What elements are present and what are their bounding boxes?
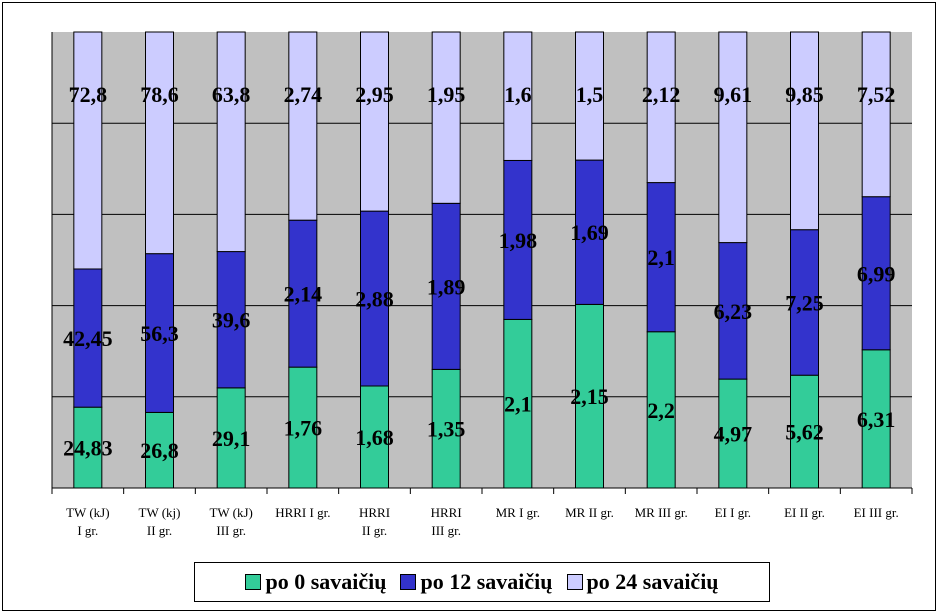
bar-segment — [718, 378, 748, 489]
legend-item-series-2: po 24 savaičių — [566, 569, 719, 595]
data-label: 2,1 — [647, 245, 675, 270]
legend-label-series-0: po 0 savaičių — [265, 569, 387, 594]
x-tick-label: II gr. — [362, 523, 387, 538]
bar-segment — [431, 368, 461, 489]
plot-area — [52, 32, 912, 488]
x-tick-label: EI I gr. — [715, 505, 751, 520]
x-tick-label: HRRI — [359, 505, 390, 520]
bar-segment — [145, 411, 174, 489]
bar-segment — [145, 31, 174, 255]
bar-segment — [575, 31, 604, 161]
legend-swatch-series-1 — [400, 574, 417, 590]
bar-segment — [790, 229, 819, 376]
bar-segment — [288, 219, 318, 368]
x-tick-label: TW (kJ) — [209, 505, 252, 520]
bar-segment — [503, 31, 533, 161]
data-label: 9,61 — [714, 82, 753, 107]
data-label: 2,14 — [284, 282, 323, 307]
data-label: 1,5 — [576, 82, 604, 107]
bar-segment — [216, 251, 246, 389]
bar-segment — [360, 210, 389, 387]
x-tick-label: HRRI — [431, 505, 462, 520]
bar-segment — [216, 387, 246, 489]
data-label: 1,69 — [570, 220, 609, 245]
data-label: 6,23 — [714, 299, 753, 324]
legend-label-series-2: po 24 savaičių — [586, 569, 719, 594]
legend: po 0 savaičių po 12 savaičių po 24 savai… — [194, 562, 770, 602]
x-tick-label: II gr. — [147, 523, 172, 538]
x-tick-label: MR II gr. — [565, 505, 614, 520]
data-label: 2,88 — [355, 287, 394, 312]
legend-item-series-1: po 12 savaičių — [400, 569, 553, 595]
bar-segment — [575, 303, 604, 489]
x-tick-label: MR III gr. — [635, 505, 688, 520]
data-label: 56,3 — [140, 321, 179, 346]
data-label: 42,45 — [63, 326, 113, 351]
x-tick-label: I gr. — [77, 523, 98, 538]
x-tick-label: EI II gr. — [784, 505, 825, 520]
data-label: 2,12 — [642, 82, 681, 107]
data-label: 1,89 — [427, 274, 466, 299]
data-label: 2,15 — [570, 384, 609, 409]
data-label: 26,8 — [140, 438, 179, 463]
data-label: 2,2 — [647, 398, 675, 423]
bar-segment — [861, 196, 891, 351]
data-label: 1,35 — [427, 417, 466, 442]
bar-segment — [431, 202, 461, 370]
data-label: 1,98 — [499, 228, 538, 253]
data-label: 29,1 — [212, 426, 251, 451]
x-tick-label: MR I gr. — [496, 505, 540, 520]
data-label: 78,6 — [140, 82, 179, 107]
legend-swatch-series-2 — [566, 574, 583, 590]
bar-segment — [718, 31, 748, 244]
bar-segment — [73, 31, 103, 270]
bar-segment — [861, 31, 891, 198]
data-label: 1,68 — [355, 425, 394, 450]
bar-segment — [288, 31, 318, 221]
data-label: 1,95 — [427, 82, 466, 107]
x-tick-label: TW (kJ) — [66, 505, 109, 520]
bar-segment — [145, 253, 174, 413]
bar-segment — [646, 182, 676, 333]
x-tick-label: III gr. — [216, 523, 246, 538]
data-label: 5,62 — [785, 420, 824, 445]
bar-segment — [288, 366, 318, 489]
bar-segment — [216, 31, 246, 253]
data-label: 4,97 — [714, 422, 753, 447]
legend-label-series-1: po 12 savaičių — [420, 569, 553, 594]
data-label: 7,25 — [785, 290, 824, 315]
bar-segment — [360, 31, 389, 212]
data-label: 2,1 — [504, 392, 532, 417]
bar-segment — [790, 31, 819, 231]
bar-segment — [646, 31, 676, 184]
x-tick-label: III gr. — [431, 523, 461, 538]
data-label: 63,8 — [212, 82, 251, 107]
data-label: 1,6 — [504, 82, 532, 107]
bar-segment — [503, 159, 533, 320]
bar-segment — [575, 159, 604, 305]
bar-segment — [790, 374, 819, 489]
data-label: 7,52 — [857, 82, 896, 107]
data-label: 6,31 — [857, 407, 896, 432]
data-label: 72,8 — [69, 82, 108, 107]
data-label: 2,95 — [355, 82, 394, 107]
data-label: 1,76 — [284, 416, 323, 441]
data-label: 6,99 — [857, 261, 896, 286]
data-label: 39,6 — [212, 308, 251, 333]
bar-segment — [646, 331, 676, 489]
data-label: 9,85 — [785, 82, 824, 107]
x-tick-label: EI III gr. — [854, 505, 899, 520]
legend-item-series-0: po 0 savaičių — [245, 569, 386, 595]
bar-segment — [431, 31, 461, 204]
x-tick-label: HRRI I gr. — [275, 505, 330, 520]
x-tick-label: TW (kj) — [139, 505, 181, 520]
data-label: 24,83 — [63, 436, 113, 461]
data-label: 2,74 — [284, 82, 323, 107]
legend-swatch-series-0 — [245, 574, 262, 590]
bar-segment — [861, 349, 891, 489]
